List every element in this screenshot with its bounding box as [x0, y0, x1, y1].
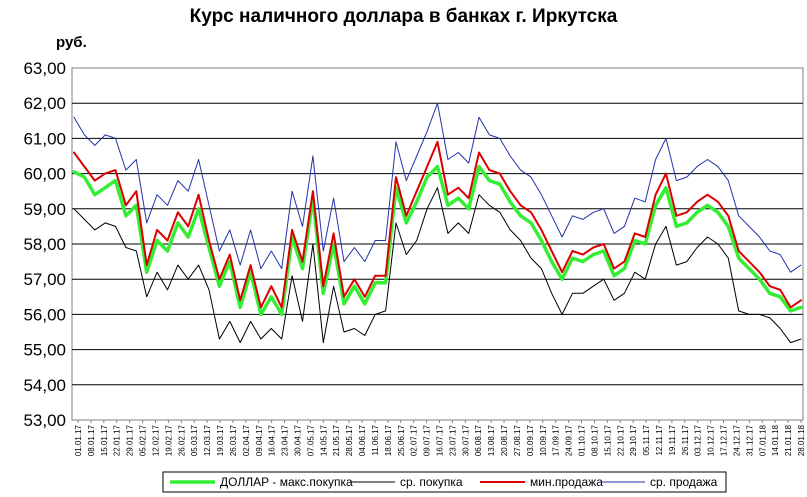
- x-tick-label: 27.08.17: [513, 424, 522, 456]
- x-tick-label: 30.07.17: [461, 424, 470, 456]
- x-tick-label: 22.01.17: [113, 424, 122, 456]
- x-tick-label: 15.01.17: [100, 424, 109, 456]
- x-tick-label: 09.04.17: [255, 424, 264, 456]
- x-tick-label: 01.01.17: [74, 424, 83, 456]
- series-line-0: [72, 164, 803, 317]
- y-tick-label: 53,00: [23, 411, 66, 430]
- x-tick-label: 17.12.17: [720, 424, 729, 456]
- x-tick-label: 12.02.17: [151, 424, 160, 456]
- x-tick-label: 23.04.17: [281, 424, 290, 456]
- x-tick-label: 23.07.17: [448, 424, 457, 456]
- y-tick-label: 62,00: [23, 94, 66, 113]
- y-tick-label: 63,00: [23, 59, 66, 78]
- x-tick-label: 22.10.17: [616, 424, 625, 456]
- x-tick-label: 16.04.17: [268, 424, 277, 456]
- x-tick-label: 07.05.17: [306, 424, 315, 456]
- x-tick-label: 11.06.17: [371, 424, 380, 455]
- x-tick-label: 14.05.17: [319, 424, 328, 456]
- y-tick-label: 57,00: [23, 270, 66, 289]
- x-tick-label: 30.04.17: [293, 424, 302, 456]
- y-axis: 53,00 54,00 55,00 56,00 57,00 58,00 59,00 60,00…: [23, 59, 66, 430]
- series-lines: [72, 102, 803, 344]
- series-line-2: [73, 140, 802, 309]
- series-line-1: [73, 187, 802, 344]
- x-tick-label: 21.05.17: [332, 424, 341, 456]
- x-tick-label: 26.02.17: [177, 424, 186, 456]
- x-tick-label: 16.07.17: [436, 424, 445, 456]
- x-tick-label: 26.03.17: [229, 424, 238, 456]
- x-tick-label: 05.11.17: [642, 424, 651, 455]
- x-tick-label: 05.02.17: [139, 424, 148, 456]
- x-tick-label: 09.07.17: [423, 424, 432, 456]
- x-tick-label: 21.01.18: [784, 424, 793, 456]
- x-tick-label: 08.10.17: [590, 424, 599, 456]
- x-tick-label: 15.10.17: [603, 424, 612, 456]
- y-tick-label: 56,00: [23, 305, 66, 324]
- x-tick-label: 05.03.17: [190, 424, 199, 456]
- series-line-3: [73, 102, 802, 273]
- x-tick-label: 14.01.18: [771, 424, 780, 456]
- x-axis: 01.01.17 08.01.17 15.01.17 22.01.17 29.01.17…: [74, 420, 806, 456]
- legend-label: ср. продажа: [650, 475, 718, 489]
- y-unit-label: руб.: [56, 34, 87, 51]
- x-tick-label: 26.11.17: [681, 424, 690, 455]
- x-tick-label: 28.01.18: [797, 424, 806, 456]
- x-tick-label: 29.10.17: [629, 424, 638, 456]
- x-tick-label: 06.08.17: [474, 424, 483, 456]
- y-tick-label: 59,00: [23, 200, 66, 219]
- x-tick-label: 13.08.17: [487, 424, 496, 456]
- legend-label: ср. покупка: [400, 475, 463, 489]
- x-tick-label: 25.06.17: [397, 424, 406, 456]
- y-tick-label: 54,00: [23, 376, 66, 395]
- x-tick-label: 18.06.17: [384, 424, 393, 456]
- x-tick-label: 29.01.17: [126, 424, 135, 456]
- x-tick-label: 24.09.17: [565, 424, 574, 456]
- x-tick-label: 08.01.17: [87, 424, 96, 456]
- legend: ДОЛЛАР - макс.покупка ср. покупка мин.прод…: [162, 471, 727, 493]
- x-tick-label: 19.11.17: [668, 424, 677, 455]
- x-tick-label: 03.09.17: [526, 424, 535, 456]
- x-tick-label: 02.07.17: [410, 424, 419, 456]
- x-tick-label: 07.01.18: [758, 424, 767, 456]
- legend-box: [162, 471, 727, 493]
- x-tick-label: 10.09.17: [539, 424, 548, 456]
- legend-label: ДОЛЛАР - макс.покупка: [220, 475, 353, 489]
- y-tick-label: 58,00: [23, 235, 66, 254]
- x-tick-label: 31.12.17: [745, 424, 754, 456]
- x-tick-label: 19.03.17: [216, 424, 225, 456]
- x-tick-label: 28.05.17: [345, 424, 354, 456]
- x-tick-label: 19.02.17: [164, 424, 173, 456]
- y-tick-label: 55,00: [23, 341, 66, 360]
- x-tick-label: 04.06.17: [358, 424, 367, 456]
- y-tick-label: 61,00: [23, 129, 66, 148]
- x-tick-label: 12.03.17: [203, 424, 212, 456]
- x-tick-label: 02.04.17: [242, 424, 251, 456]
- x-tick-label: 17.09.17: [552, 424, 561, 456]
- x-tick-label: 03.12.17: [694, 424, 703, 456]
- chart-title: Курс наличного доллара в банках г. Иркут…: [189, 6, 618, 27]
- y-tick-label: 60,00: [23, 165, 66, 184]
- legend-label: мин.продажа: [530, 475, 603, 489]
- x-tick-label: 20.08.17: [500, 424, 509, 456]
- x-tick-label: 01.10.17: [578, 424, 587, 456]
- x-tick-label: 12.11.17: [655, 424, 664, 455]
- x-tick-label: 24.12.17: [732, 424, 741, 456]
- x-tick-label: 10.12.17: [707, 424, 716, 456]
